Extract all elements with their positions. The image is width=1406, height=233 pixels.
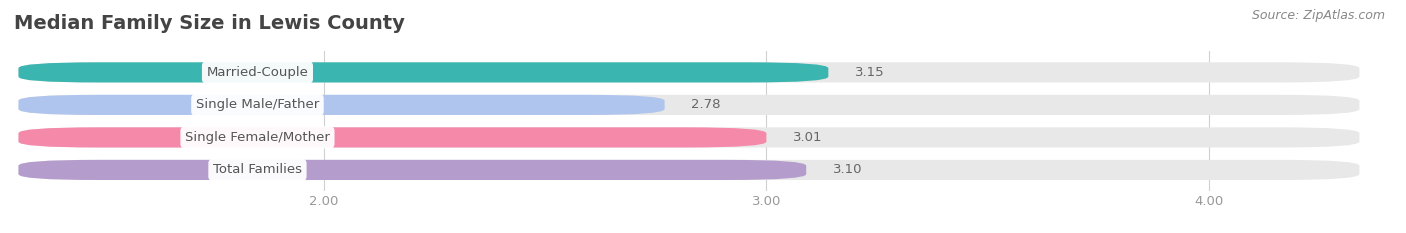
FancyBboxPatch shape <box>18 127 766 147</box>
Text: Total Families: Total Families <box>212 163 302 176</box>
Text: Single Male/Father: Single Male/Father <box>195 98 319 111</box>
FancyBboxPatch shape <box>18 95 1360 115</box>
Text: Source: ZipAtlas.com: Source: ZipAtlas.com <box>1251 9 1385 22</box>
FancyBboxPatch shape <box>18 127 1360 147</box>
Text: 3.15: 3.15 <box>855 66 884 79</box>
FancyBboxPatch shape <box>18 95 665 115</box>
FancyBboxPatch shape <box>18 160 806 180</box>
Text: Median Family Size in Lewis County: Median Family Size in Lewis County <box>14 14 405 33</box>
Text: 3.01: 3.01 <box>793 131 823 144</box>
Text: Married-Couple: Married-Couple <box>207 66 308 79</box>
Text: 3.10: 3.10 <box>832 163 862 176</box>
FancyBboxPatch shape <box>18 62 1360 82</box>
Text: 2.78: 2.78 <box>692 98 721 111</box>
FancyBboxPatch shape <box>18 160 1360 180</box>
FancyBboxPatch shape <box>18 62 828 82</box>
Text: Single Female/Mother: Single Female/Mother <box>186 131 330 144</box>
